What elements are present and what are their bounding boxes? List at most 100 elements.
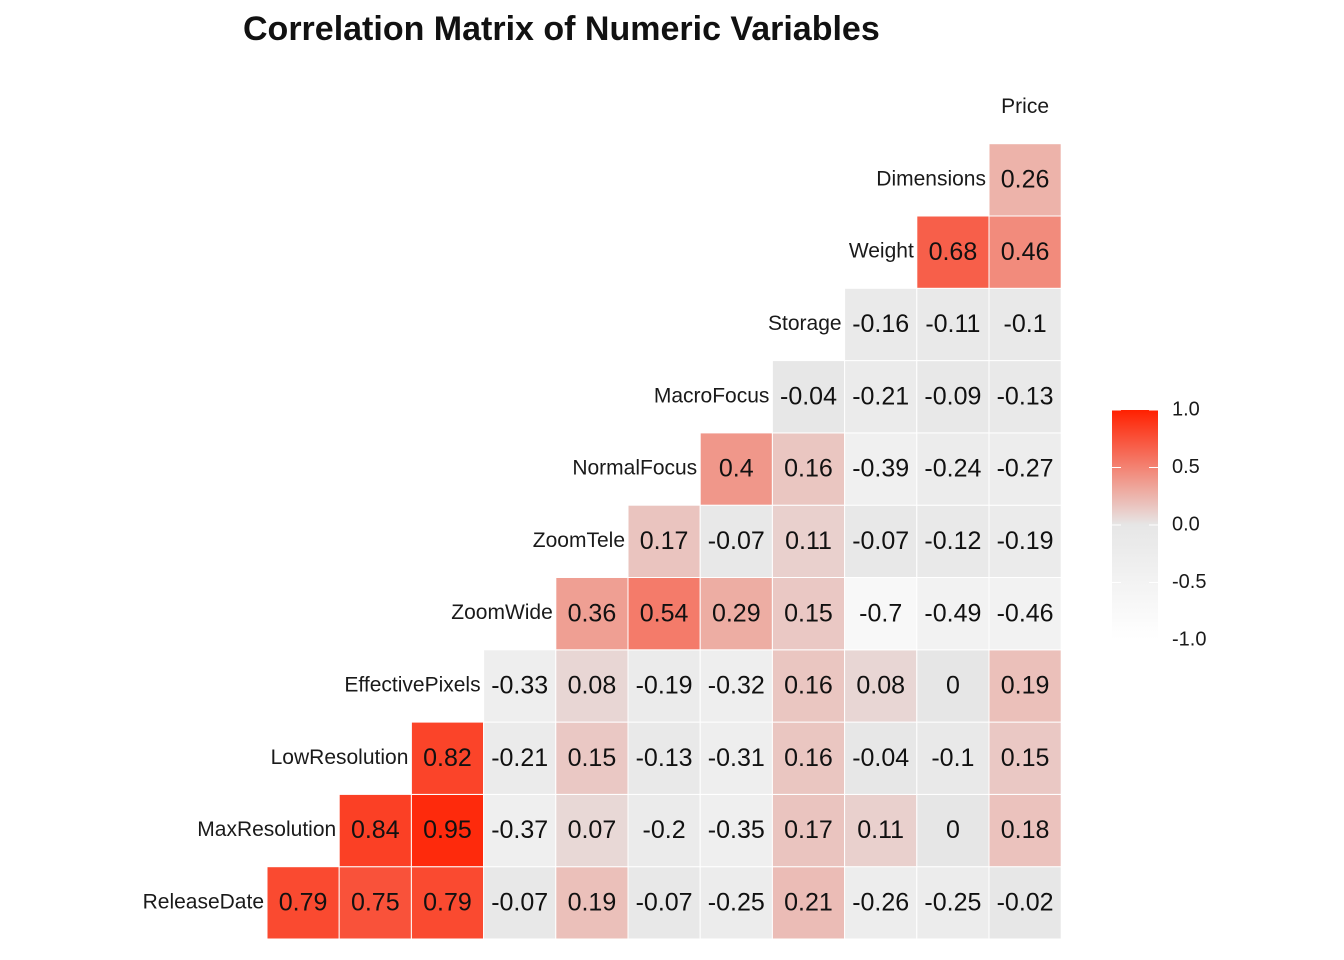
cell-label: 0 <box>946 816 960 844</box>
heatmap-cell <box>483 721 557 795</box>
heatmap-cell <box>771 504 846 579</box>
row-label: NormalFocus <box>572 457 697 480</box>
cell-label: -0.46 <box>997 599 1054 627</box>
cell-label: 0.15 <box>568 744 617 772</box>
heatmap-cell <box>483 866 557 940</box>
heatmap-cell <box>988 143 1062 217</box>
cell-label: 0.82 <box>423 744 472 772</box>
heatmap-cell <box>266 866 340 940</box>
cell-label: -0.07 <box>708 527 765 555</box>
heatmap-cell <box>627 793 701 868</box>
colorbar-tick-label: 1.0 <box>1172 398 1200 420</box>
cell-label: -0.13 <box>636 744 693 772</box>
heatmap-cell <box>844 866 918 940</box>
cell-label: -0.24 <box>924 455 981 483</box>
heatmap-cell <box>844 287 918 362</box>
heatmap-cell <box>338 793 412 868</box>
cell-label: 0.36 <box>568 599 617 627</box>
heatmap-cell <box>627 866 701 940</box>
cell-label: -0.21 <box>491 744 548 772</box>
cell-label: -0.07 <box>636 888 693 916</box>
heatmap-cell <box>916 721 990 795</box>
cell-label: 0.75 <box>351 888 400 916</box>
heatmap-cell <box>988 793 1062 868</box>
cell-label: -0.11 <box>925 310 980 338</box>
heatmap-cell <box>627 577 701 651</box>
colorbar-tick-label: -1.0 <box>1172 628 1206 650</box>
cell-label: -0.19 <box>997 527 1054 555</box>
cell-label: 0.84 <box>351 816 400 844</box>
heatmap-cell <box>988 215 1062 289</box>
heatmap-cell <box>844 504 918 579</box>
heatmap-cell <box>988 649 1062 723</box>
heatmap-cell <box>483 649 557 723</box>
cell-label: -0.49 <box>924 599 981 627</box>
heatmap-cell <box>916 360 990 434</box>
row-label: ReleaseDate <box>143 890 264 913</box>
cell-label: 0.16 <box>784 672 833 700</box>
heatmap-cell <box>771 793 846 868</box>
cell-label: 0.46 <box>1001 238 1050 266</box>
heatmap-cell <box>771 721 846 795</box>
heatmap-cell <box>627 504 701 579</box>
cell-label: -0.25 <box>708 888 765 916</box>
row-label: MaxResolution <box>197 818 336 841</box>
row-label: ZoomTele <box>533 529 625 552</box>
heatmap-cell <box>988 360 1062 434</box>
colorbar-tick-label: 0.5 <box>1172 456 1200 478</box>
colorbar-tick-label: -0.5 <box>1172 571 1206 593</box>
row-label: EffectivePixels <box>344 673 480 696</box>
cell-label: -0.2 <box>643 816 686 844</box>
column-label: Price <box>1001 95 1049 118</box>
cell-label: 0.16 <box>784 744 833 772</box>
cell-label: -0.37 <box>491 816 548 844</box>
heatmap-cell <box>916 504 990 579</box>
chart-title: Correlation Matrix of Numeric Variables <box>243 10 880 48</box>
cell-label: -0.27 <box>997 455 1054 483</box>
heatmap-cell <box>916 287 990 362</box>
cell-label: 0.11 <box>785 527 832 555</box>
heatmap-cell <box>988 287 1062 362</box>
cell-label: 0.15 <box>784 599 833 627</box>
cell-label: 0.08 <box>856 672 905 700</box>
cell-label: -0.1 <box>931 744 974 772</box>
cell-label: -0.21 <box>852 382 909 410</box>
cell-label: -0.31 <box>708 744 765 772</box>
cell-label: 0.21 <box>784 888 833 916</box>
heatmap-cell <box>988 577 1062 651</box>
cell-label: 0.15 <box>1001 744 1050 772</box>
row-label: MacroFocus <box>654 384 770 407</box>
heatmap-cell <box>916 432 990 506</box>
heatmap-cell <box>988 721 1062 795</box>
cell-label: 0.26 <box>1001 165 1050 193</box>
heatmap-cell <box>771 649 846 723</box>
heatmap-cell <box>916 793 990 868</box>
cell-label: -0.16 <box>852 310 909 338</box>
heatmap-cell <box>699 577 773 651</box>
cell-label: -0.35 <box>708 816 765 844</box>
heatmap-cell <box>844 721 918 795</box>
heatmap-cell <box>555 577 629 651</box>
cell-label: -0.26 <box>852 888 909 916</box>
cell-label: 0 <box>946 672 960 700</box>
cell-label: -0.39 <box>852 455 909 483</box>
cell-label: 0.17 <box>784 816 833 844</box>
cell-label: 0.4 <box>719 455 754 483</box>
cell-label: -0.04 <box>780 382 837 410</box>
cell-label: 0.17 <box>640 527 689 555</box>
heatmap-cell <box>555 866 629 940</box>
cell-label: -0.1 <box>1004 310 1047 338</box>
row-label: Storage <box>768 312 842 335</box>
cell-label: 0.08 <box>568 672 617 700</box>
heatmap-cell <box>699 793 773 868</box>
cell-label: 0.79 <box>423 888 472 916</box>
heatmap-cell <box>410 721 485 795</box>
heatmap-cell <box>844 649 918 723</box>
heatmap-cell <box>338 866 412 940</box>
row-label: Weight <box>849 240 914 263</box>
cell-label: -0.33 <box>491 672 548 700</box>
heatmap-cell <box>771 866 846 940</box>
heatmap-cell <box>916 649 990 723</box>
heatmap-cell <box>627 721 701 795</box>
